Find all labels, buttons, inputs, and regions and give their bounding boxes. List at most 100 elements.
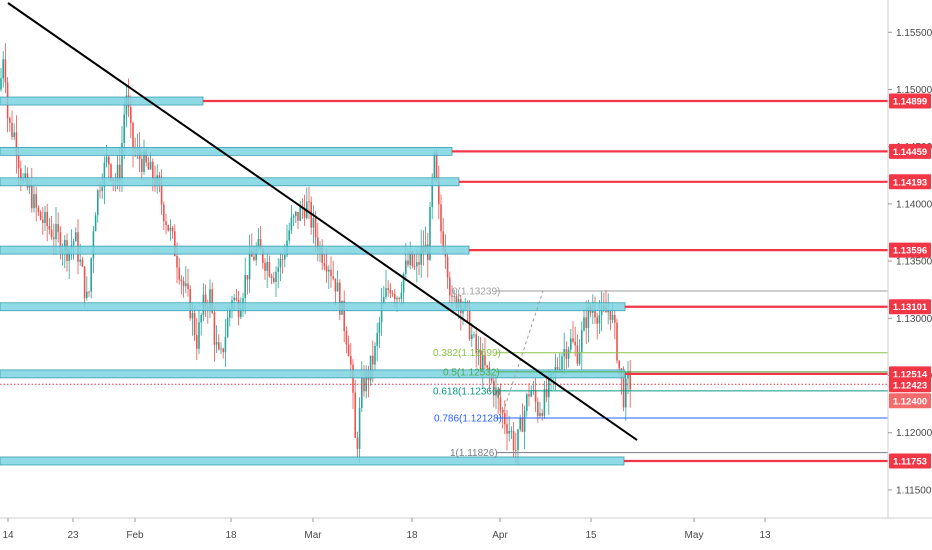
candle-body [110, 164, 112, 179]
candle-body [548, 378, 550, 398]
time-axis-tick-label: 14 [2, 530, 14, 541]
candle-body [152, 161, 154, 180]
candle-body [257, 238, 260, 249]
candle-body [88, 291, 90, 293]
candle-body [592, 310, 594, 313]
candle-body [578, 351, 581, 364]
candle-body [504, 413, 506, 425]
trendline[interactable] [7, 2, 638, 441]
candle-body [361, 377, 363, 408]
candle-body [123, 114, 125, 143]
candle-body [508, 431, 510, 434]
candle-body [438, 180, 440, 205]
price-axis-badges: 1.14899 1.14459 1.14193 1.13596 1.13101 1.125… [889, 93, 931, 469]
candle-body [178, 267, 180, 280]
candle-body [55, 224, 57, 240]
candle-body [559, 368, 561, 370]
candle-body [345, 331, 348, 345]
candle-body [607, 310, 609, 313]
candle-body [515, 449, 517, 451]
time-axis-tick-label: 13 [759, 530, 771, 541]
fib-level-label: 0(1.13239) [452, 286, 500, 297]
candle-body [484, 354, 486, 366]
time-axis-tick-label: May [685, 530, 704, 541]
candle-body [517, 429, 519, 450]
candle-body [594, 310, 596, 318]
candle-body [451, 295, 453, 297]
candle-body [92, 231, 95, 259]
candle-body [165, 221, 167, 226]
candle-body [35, 194, 37, 208]
time-axis-tick-label: Apr [492, 530, 508, 541]
candle-body [79, 259, 81, 262]
candle-body [609, 310, 612, 320]
candle-body [477, 350, 480, 353]
fibonacci-retracement[interactable]: 0(1.13239) 0.382(1.12699) 0.5(1.12532) 0.61… [433, 286, 888, 459]
candle-body [475, 334, 477, 353]
candle-body [411, 251, 414, 267]
candle-body [295, 212, 297, 216]
candle-body [17, 155, 20, 169]
candle-body [352, 364, 354, 393]
candle-body [53, 237, 55, 240]
candle-body [4, 59, 7, 83]
candle-body [180, 279, 183, 282]
candle-body [402, 273, 405, 293]
candle-body [622, 378, 625, 408]
candle-body [618, 360, 620, 369]
candle-body [479, 350, 482, 372]
candle-body [541, 413, 543, 416]
candle-body [11, 122, 13, 138]
candle-body [376, 333, 378, 347]
candle-body [317, 237, 319, 251]
trendline-line[interactable] [7, 2, 638, 441]
candle-body [356, 437, 359, 449]
candle-body [121, 142, 123, 180]
candle-body [343, 300, 345, 332]
candle-body [391, 293, 394, 295]
sr-zone [0, 96, 204, 106]
candle-body [365, 371, 367, 392]
candle-body [314, 217, 317, 238]
sr-zone [0, 177, 460, 187]
candle-body [99, 190, 101, 192]
price-axis-tick-label: 1.15500 [896, 28, 932, 39]
candle-body [400, 292, 403, 299]
candle-body [218, 342, 220, 350]
candle-body [44, 211, 46, 224]
price-axis-tick-label: 1.12000 [896, 428, 932, 439]
candle-body [81, 259, 84, 267]
candle-body [59, 232, 62, 253]
candle-body [567, 349, 570, 359]
sr-zone [0, 302, 626, 312]
candle-body [37, 207, 40, 212]
candle-body [72, 241, 75, 246]
price-badge-label: 1.12400 [893, 396, 927, 407]
candle-body [350, 356, 352, 365]
candle-body [413, 266, 416, 267]
candle-body [281, 259, 284, 260]
time-axis[interactable]: 14 23 Feb 18 Mar 18 Apr 15 May 13 [2, 518, 771, 541]
price-axis-tick-label: 1.11500 [896, 485, 932, 496]
price-badge [889, 453, 931, 469]
candle-body [312, 217, 315, 228]
candle-body [523, 410, 526, 432]
candle-body [629, 370, 631, 390]
candle-body [328, 269, 330, 272]
candle-body [182, 281, 185, 287]
candle-body [486, 365, 488, 368]
candle-body [187, 283, 189, 290]
candle-body [453, 296, 455, 297]
candle-body [561, 356, 563, 369]
candle-body [33, 194, 35, 209]
candle-body [534, 389, 537, 402]
candle-body [598, 315, 601, 324]
candle-body [471, 334, 473, 340]
candle-body [266, 261, 268, 271]
candle-body [141, 158, 143, 172]
fib-level-label: 1(1.11826) [450, 448, 498, 459]
candle-body [334, 278, 337, 292]
candle-body [431, 178, 433, 207]
price-badge [889, 143, 931, 159]
